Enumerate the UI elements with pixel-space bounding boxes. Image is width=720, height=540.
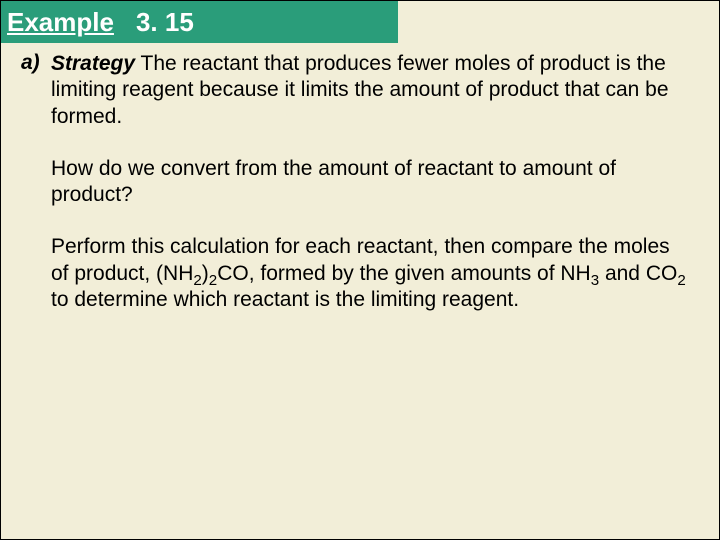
paragraph-1: Strategy The reactant that produces fewe… — [51, 51, 691, 130]
sub-2c: 2 — [677, 272, 685, 289]
p1-text: The reactant that produces fewer moles o… — [51, 52, 669, 128]
content-area: a) Strategy The reactant that produces f… — [1, 43, 719, 313]
item-marker: a) — [21, 51, 51, 130]
sub-2b: 2 — [209, 272, 217, 289]
p3-d: and CO — [599, 262, 677, 285]
example-label: Example — [1, 1, 126, 43]
example-number: 3. 15 — [126, 1, 398, 43]
p3-c: CO, formed by the given amounts of NH — [217, 262, 591, 285]
item-a: a) Strategy The reactant that produces f… — [21, 51, 691, 130]
p3-e: to determine which reactant is the limit… — [51, 288, 519, 311]
paragraph-3: Perform this calculation for each reacta… — [51, 234, 691, 313]
strategy-label: Strategy — [51, 52, 135, 75]
slide-container: Example 3. 15 a) Strategy The reactant t… — [0, 0, 720, 540]
sub-2a: 2 — [193, 272, 201, 289]
paragraph-2: How do we convert from the amount of rea… — [51, 156, 691, 209]
header-bar: Example 3. 15 — [1, 1, 719, 43]
sub-3: 3 — [591, 272, 599, 289]
p3-b: ) — [202, 262, 209, 285]
